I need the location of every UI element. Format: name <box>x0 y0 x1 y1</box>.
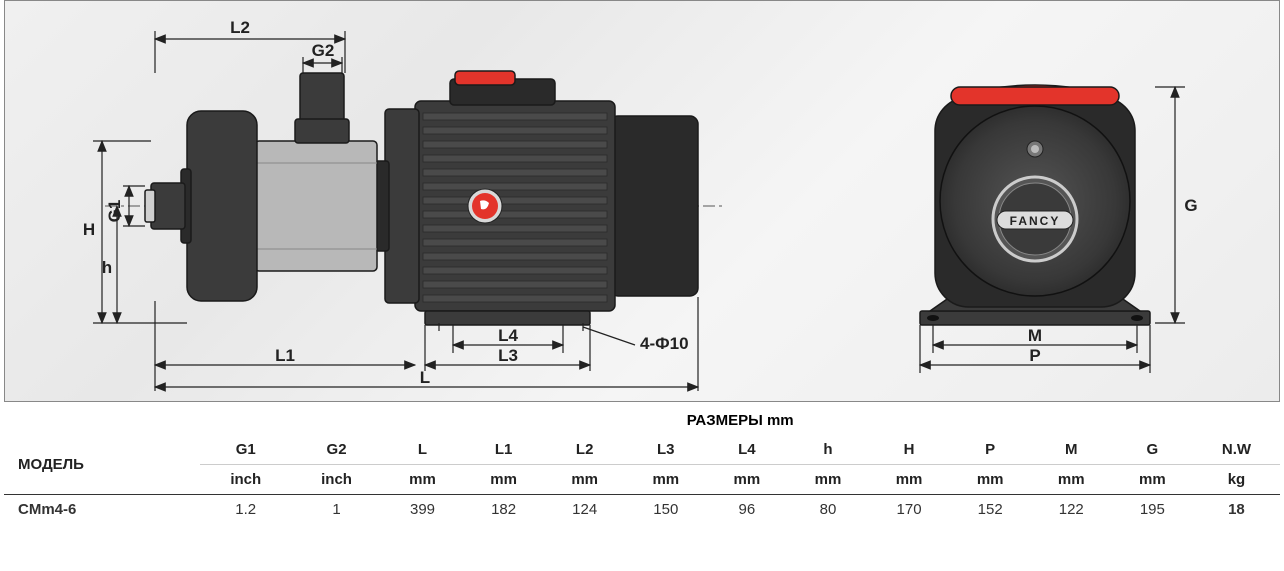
col-name: G1 <box>200 435 291 465</box>
col-unit: inch <box>200 465 291 495</box>
cell: 195 <box>1112 495 1193 525</box>
svg-text:G: G <box>1184 196 1197 215</box>
col-unit: mm <box>869 465 950 495</box>
svg-text:G2: G2 <box>312 41 335 60</box>
svg-text:L3: L3 <box>498 346 518 365</box>
table-title: РАЗМЕРЫ mm <box>200 402 1280 435</box>
cell: 152 <box>950 495 1031 525</box>
col-unit: mm <box>706 465 787 495</box>
col-unit: mm <box>1031 465 1112 495</box>
col-name: L3 <box>625 435 706 465</box>
col-name: H <box>869 435 950 465</box>
cell: 182 <box>463 495 544 525</box>
cell: 124 <box>544 495 625 525</box>
col-name: L1 <box>463 435 544 465</box>
svg-text:L2: L2 <box>230 18 250 37</box>
col-unit: mm <box>382 465 463 495</box>
cell: 80 <box>787 495 868 525</box>
col-unit: inch <box>291 465 382 495</box>
col-name: L4 <box>706 435 787 465</box>
col-name: L <box>382 435 463 465</box>
svg-text:4-Ф10: 4-Ф10 <box>640 334 689 353</box>
cell: 1.2 <box>200 495 291 525</box>
table-header-names: МОДЕЛЬ G1G2LL1L2L3L4hHPMGN.W <box>4 435 1280 465</box>
col-unit: kg <box>1193 465 1280 495</box>
model-header: МОДЕЛЬ <box>4 435 200 495</box>
technical-drawing: L2 G2 H G1 h L4 <box>4 0 1280 402</box>
col-name: N.W <box>1193 435 1280 465</box>
cell: 150 <box>625 495 706 525</box>
cell: 170 <box>869 495 950 525</box>
svg-text:H: H <box>83 220 95 239</box>
col-name: G <box>1112 435 1193 465</box>
cell: 122 <box>1031 495 1112 525</box>
cell: 399 <box>382 495 463 525</box>
col-unit: mm <box>1112 465 1193 495</box>
col-unit: mm <box>950 465 1031 495</box>
svg-text:L4: L4 <box>498 326 518 345</box>
dimensions-table: РАЗМЕРЫ mm МОДЕЛЬ G1G2LL1L2L3L4hHPMGN.W … <box>4 402 1280 524</box>
table-row: CMm4-6 1.2139918212415096801701521221951… <box>4 495 1280 525</box>
end-view: FANCY G M P <box>920 85 1198 373</box>
cell: 18 <box>1193 495 1280 525</box>
col-unit: mm <box>544 465 625 495</box>
side-view <box>105 71 725 331</box>
svg-text:L: L <box>420 368 430 387</box>
col-name: G2 <box>291 435 382 465</box>
svg-text:h: h <box>102 258 112 277</box>
col-name: h <box>787 435 868 465</box>
col-unit: mm <box>787 465 868 495</box>
svg-text:FANCY: FANCY <box>1010 214 1061 228</box>
svg-text:G1: G1 <box>105 200 124 223</box>
svg-text:M: M <box>1028 326 1042 345</box>
cell: 1 <box>291 495 382 525</box>
col-name: L2 <box>544 435 625 465</box>
col-name: P <box>950 435 1031 465</box>
cell: 96 <box>706 495 787 525</box>
svg-text:L1: L1 <box>275 346 295 365</box>
svg-text:P: P <box>1029 346 1040 365</box>
model-cell: CMm4-6 <box>4 495 200 525</box>
col-unit: mm <box>463 465 544 495</box>
col-unit: mm <box>625 465 706 495</box>
col-name: M <box>1031 435 1112 465</box>
